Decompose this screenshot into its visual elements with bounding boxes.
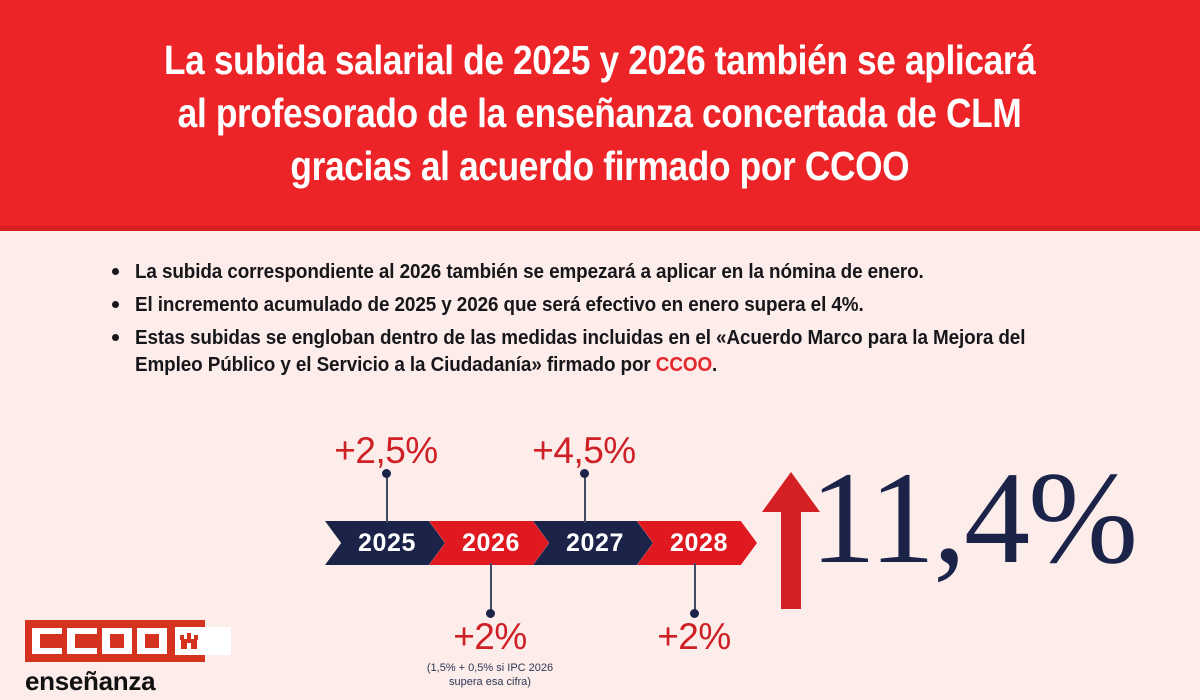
bullet-text-3-highlight: CCOO <box>655 353 713 376</box>
total-increase-value: 11,4% <box>810 444 1138 591</box>
timeline-label-2027: 2027 <box>565 528 624 557</box>
ccoo-logo: enseñanza <box>25 620 231 697</box>
connector-stem-2026 <box>490 563 492 613</box>
bullet-marker-icon <box>112 301 119 308</box>
castle-icon <box>180 633 198 649</box>
connector-stem-2028 <box>694 563 696 613</box>
headline-line-2: al profesorado de la enseñanza concertad… <box>178 89 1022 136</box>
header-divider <box>0 226 1200 231</box>
castilla-la-mancha-emblem <box>175 627 231 655</box>
timeline-segment-2028: 2028 <box>637 521 757 565</box>
logo-word-ensenanza: enseñanza <box>25 666 156 696</box>
value-label-2028: +2% <box>657 616 731 657</box>
bullet-list: La subida correspondiente al 2026 tambié… <box>112 258 1132 384</box>
timeline-label-2025: 2025 <box>357 528 416 557</box>
headline-line-1: La subida salarial de 2025 y 2026 tambié… <box>164 36 1036 83</box>
connector-dot-2027 <box>580 469 589 478</box>
header-banner: La subida salarial de 2025 y 2026 tambié… <box>0 0 1200 226</box>
value-label-2025: +2,5% <box>334 430 438 471</box>
connector-dot-2026 <box>486 609 495 618</box>
connector-stem-2025 <box>386 473 388 523</box>
bullet-marker-icon <box>112 268 119 275</box>
timeline-label-2026: 2026 <box>461 528 520 557</box>
up-arrow-icon <box>762 472 820 609</box>
logo-letter-c-1 <box>32 628 64 654</box>
timeline-segment-2025: 2025 <box>325 521 445 565</box>
bullet-text-2: El incremento acumulado de 2025 y 2026 q… <box>135 293 864 316</box>
list-item: El incremento acumulado de 2025 y 2026 q… <box>112 291 1132 318</box>
value-label-2027: +4,5% <box>532 430 636 471</box>
bullet-text-3-prefix: Estas subidas se engloban dentro de las … <box>135 326 1026 376</box>
list-item: Estas subidas se engloban dentro de las … <box>112 324 1132 378</box>
timeline-label-2028: 2028 <box>669 528 728 557</box>
connector-dot-2028 <box>690 609 699 618</box>
bullet-marker-icon <box>112 334 119 341</box>
list-item: La subida correspondiente al 2026 tambié… <box>112 258 1132 285</box>
bullet-text-3-suffix: . <box>712 353 718 376</box>
value-label-2026: +2% <box>453 616 527 657</box>
ccoo-logo-mark <box>25 620 231 662</box>
footnote-2026-line-1: (1,5% + 0,5% si IPC 2026 <box>426 662 554 674</box>
footnote-2026-line-2: supera esa cifra) <box>449 676 531 688</box>
year-timeline: 2025 2026 2027 2028 <box>325 521 757 565</box>
logo-letter-c-2 <box>67 628 99 654</box>
logo-letter-o-2 <box>137 628 167 654</box>
connector-stem-2027 <box>584 473 586 523</box>
bullet-text-3: Estas subidas se engloban dentro de las … <box>135 324 1052 378</box>
connector-dot-2025 <box>382 469 391 478</box>
headline-line-3: gracias al acuerdo firmado por CCOO <box>290 142 910 189</box>
timeline-segment-2026: 2026 <box>429 521 549 565</box>
timeline-segment-2027: 2027 <box>533 521 653 565</box>
bullet-text-1: La subida correspondiente al 2026 tambié… <box>135 260 924 283</box>
logo-letter-o-1 <box>102 628 132 654</box>
